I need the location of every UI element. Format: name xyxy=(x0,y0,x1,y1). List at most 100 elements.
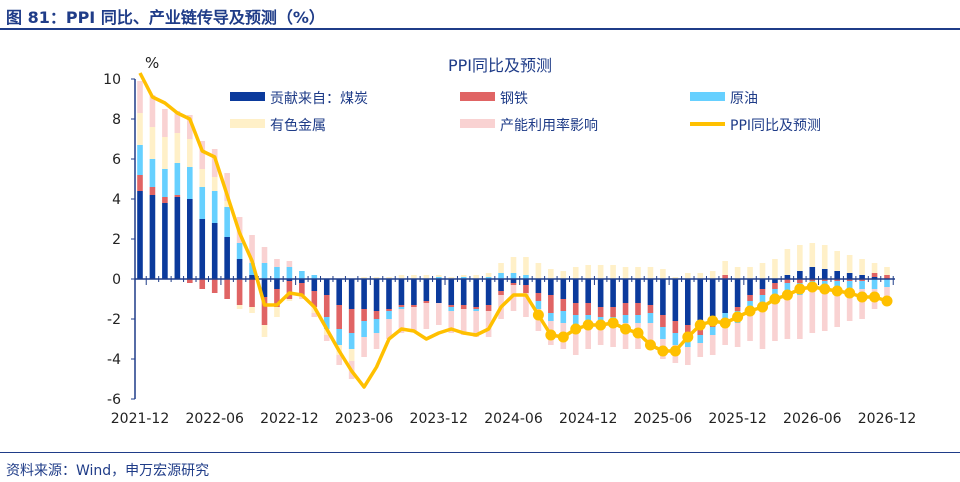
bar-oil xyxy=(249,263,255,275)
bar-coal xyxy=(747,279,753,295)
bar-capacity xyxy=(187,115,193,139)
legend-label: 钢铁 xyxy=(500,91,528,107)
bar-oil xyxy=(261,263,268,279)
bar-capacity xyxy=(859,289,865,319)
bar-oil xyxy=(311,275,318,279)
bar-steel xyxy=(560,299,567,311)
bar-oil xyxy=(236,243,243,259)
bar-coal xyxy=(535,279,542,293)
bar-steel xyxy=(722,275,728,279)
legend-swatch xyxy=(460,119,495,128)
bar-oil xyxy=(660,327,666,339)
legend-label: 原油 xyxy=(730,91,758,107)
bar-nonferrous xyxy=(821,245,828,269)
bar-oil xyxy=(299,271,305,279)
bar-coal xyxy=(797,271,803,279)
bar-coal xyxy=(523,279,529,285)
bar-capacity xyxy=(286,261,293,267)
bar-coal xyxy=(249,275,255,279)
bar-steel xyxy=(821,279,828,281)
bar-steel xyxy=(523,285,529,293)
y-axis-unit: % xyxy=(145,54,159,72)
bar-nonferrous xyxy=(622,267,629,279)
bar-capacity xyxy=(398,309,405,333)
bar-coal xyxy=(187,199,193,279)
bar-nonferrous xyxy=(460,275,467,277)
bar-capacity xyxy=(709,335,716,355)
bar-capacity xyxy=(585,325,591,349)
bar-steel xyxy=(199,279,206,289)
bar-nonferrous xyxy=(149,127,156,159)
bar-nonferrous xyxy=(473,275,479,279)
bar-steel xyxy=(224,279,230,299)
y-tick-label: 6 xyxy=(112,152,121,168)
forecast-point xyxy=(794,283,806,295)
bar-oil xyxy=(286,267,293,279)
bar-nonferrous xyxy=(772,259,778,279)
bar-steel xyxy=(647,305,654,313)
bar-capacity xyxy=(734,323,741,347)
bar-oil xyxy=(473,309,479,311)
bar-steel xyxy=(323,295,330,317)
bar-nonferrous xyxy=(610,265,616,279)
bar-oil xyxy=(137,145,143,175)
bar-coal xyxy=(211,223,218,279)
bar-nonferrous xyxy=(448,277,455,279)
bar-steel xyxy=(174,195,181,197)
bar-nonferrous xyxy=(660,269,666,279)
bar-coal xyxy=(685,279,691,325)
bar-capacity xyxy=(809,291,816,333)
forecast-point xyxy=(582,319,594,331)
forecast-point xyxy=(719,317,731,329)
bar-steel xyxy=(373,311,380,319)
bar-capacity xyxy=(722,323,728,345)
bar-oil xyxy=(199,187,206,219)
bar-capacity xyxy=(473,311,479,337)
bar-coal xyxy=(162,203,168,279)
bar-steel xyxy=(660,315,666,327)
bar-nonferrous xyxy=(560,271,567,279)
bar-coal xyxy=(137,191,143,279)
legend-swatch xyxy=(230,119,265,128)
bar-coal xyxy=(622,279,629,303)
bar-nonferrous xyxy=(734,267,741,279)
legend-label: 有色金属 xyxy=(270,117,326,134)
bar-oil xyxy=(647,313,654,323)
bar-oil xyxy=(572,315,579,327)
bar-oil xyxy=(884,279,890,287)
forecast-point xyxy=(831,285,843,297)
bar-capacity xyxy=(622,323,629,349)
bar-oil xyxy=(460,277,467,279)
bar-steel xyxy=(386,309,392,311)
bar-nonferrous xyxy=(672,277,679,279)
bar-coal xyxy=(299,279,305,283)
legend-label: 贡献来自：煤炭 xyxy=(270,91,368,107)
bar-oil xyxy=(560,311,567,323)
bar-nonferrous xyxy=(859,259,865,275)
bar-coal xyxy=(460,279,467,305)
bar-nonferrous xyxy=(572,267,579,279)
bar-capacity xyxy=(261,247,268,263)
bar-nonferrous xyxy=(423,275,430,279)
bar-nonferrous xyxy=(797,245,803,271)
bar-oil xyxy=(187,167,193,199)
bar-coal xyxy=(174,197,181,279)
figure-title: 图 81：PPI 同比、产业链传导及预测（%） xyxy=(6,8,325,27)
forecast-point xyxy=(707,315,719,327)
y-tick-label: 2 xyxy=(112,232,121,248)
bar-coal xyxy=(336,279,342,305)
bar-capacity xyxy=(361,337,367,357)
bar-oil xyxy=(373,319,380,333)
bar-oil xyxy=(386,311,392,319)
bar-capacity xyxy=(884,287,890,301)
bar-capacity xyxy=(249,235,255,263)
bar-steel xyxy=(585,303,591,315)
forecast-point xyxy=(769,293,781,305)
bar-coal xyxy=(585,279,591,303)
bar-coal xyxy=(436,279,442,303)
bar-steel xyxy=(635,303,641,315)
bar-capacity xyxy=(846,289,853,321)
bar-coal xyxy=(647,279,654,305)
bar-steel xyxy=(784,279,791,283)
